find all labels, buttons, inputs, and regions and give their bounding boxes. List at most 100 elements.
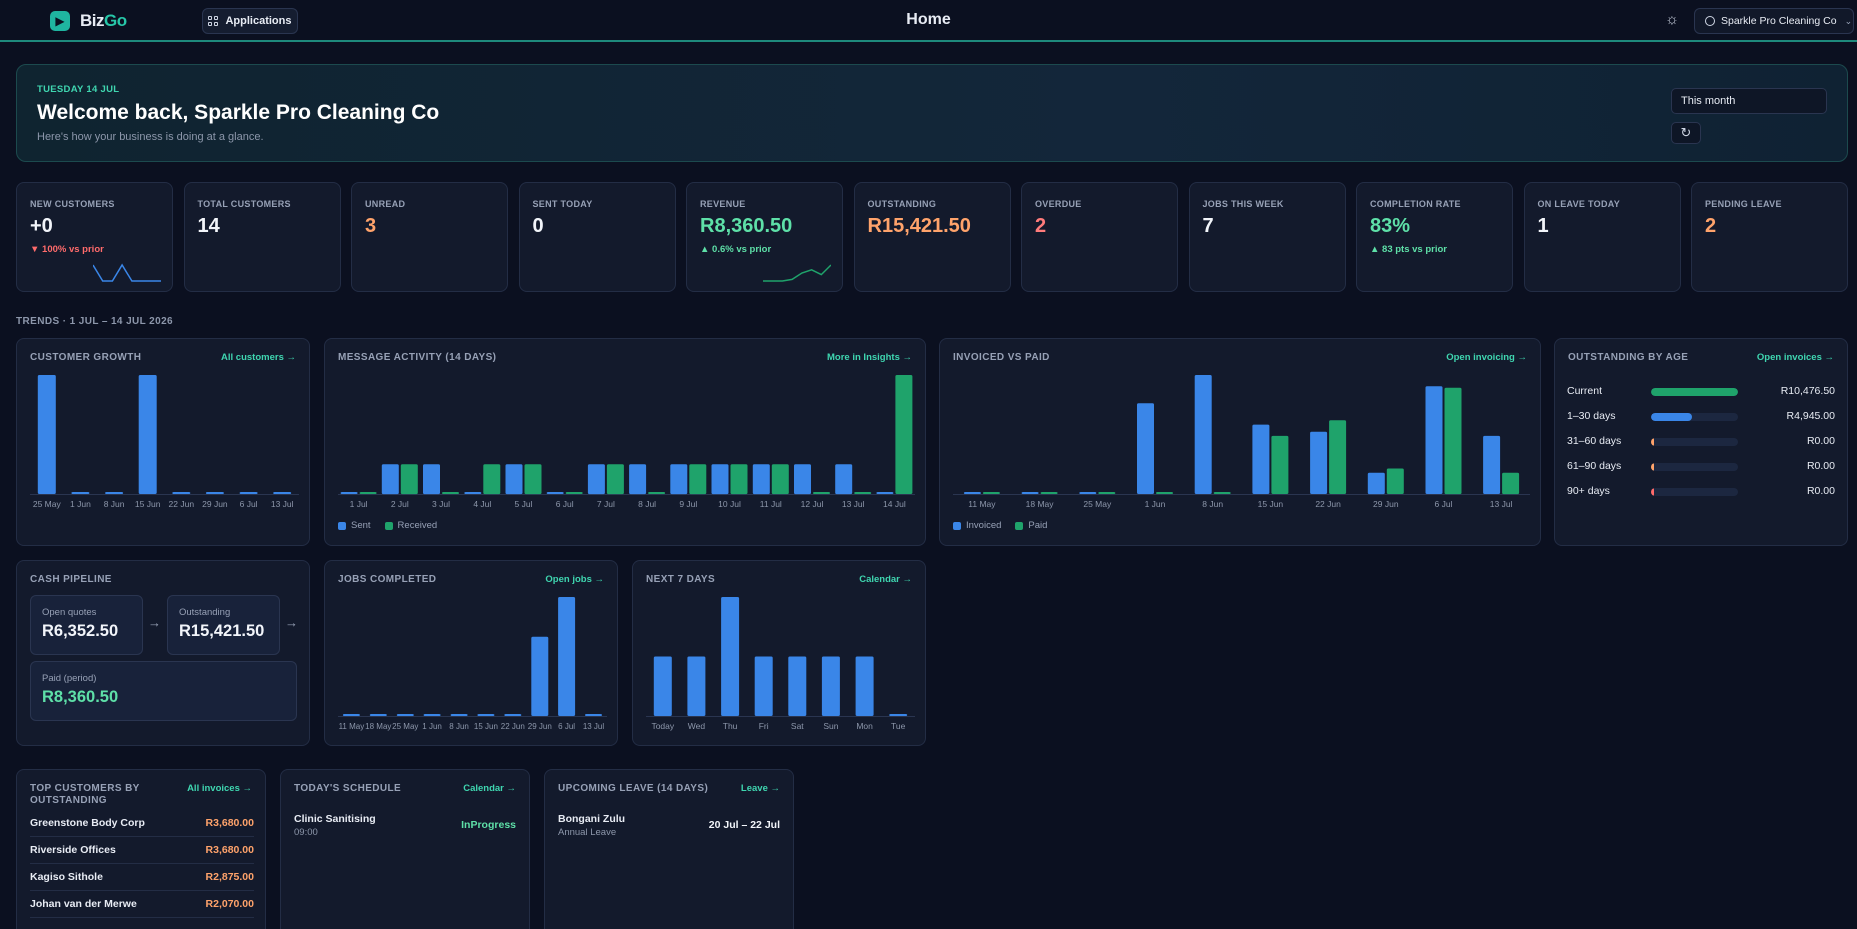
kpi-card[interactable]: UNREAD 3 — [351, 182, 508, 292]
kpi-card[interactable]: JOBS THIS WEEK 7 — [1188, 182, 1346, 292]
x-tick-label: 1 Jun — [1145, 499, 1166, 509]
age-progress-track — [1651, 438, 1738, 446]
bar-sent — [340, 492, 358, 494]
bar-value — [342, 714, 360, 716]
x-tick-label: 6 Jul — [558, 722, 575, 731]
kpi-card[interactable]: NEW CUSTOMERS +0 ▼ 100% vs prior — [16, 182, 173, 292]
kpi-card[interactable]: COMPLETION RATE 83% ▲ 83 pts vs prior — [1356, 182, 1513, 292]
bar-invoiced — [1194, 375, 1212, 494]
card-title: INVOICED VS PAID — [953, 352, 1050, 363]
bar-value — [239, 492, 258, 494]
customer-name: Johan van der Merwe — [30, 898, 137, 910]
kpi-card[interactable]: REVENUE R8,360.50 ▲ 0.6% vs prior — [686, 182, 843, 292]
bar-value — [172, 492, 191, 494]
kpi-card[interactable]: TOTAL CUSTOMERS 14 — [183, 182, 341, 292]
applications-button[interactable]: Applications — [202, 8, 298, 34]
list-item[interactable]: Kagiso Sithole R2,875.00 — [30, 864, 254, 891]
logo-play-icon: ▶ — [50, 11, 70, 31]
refresh-icon[interactable]: ↻ — [1671, 122, 1701, 144]
bar-value — [585, 714, 602, 716]
age-label: 31–60 days — [1567, 435, 1622, 447]
message-activity-card: MESSAGE ACTIVITY (14 DAYS) More in Insig… — [324, 338, 926, 546]
next-7-days-card: NEXT 7 DAYS Calendar → Today Wed Thu Fri Sat… — [632, 560, 926, 746]
bar-value — [821, 656, 840, 716]
bar-received — [400, 464, 418, 495]
kpi-card[interactable]: SENT TODAY 0 — [518, 182, 676, 292]
x-tick-label: 13 Jul — [583, 722, 605, 731]
age-value: R0.00 — [1806, 435, 1835, 447]
theme-toggle-sun-icon[interactable]: ☼ — [1665, 11, 1679, 28]
bar-value — [37, 375, 56, 494]
top-bar: ▶ BizGo Applications Home ☼ Sparkle Pro … — [0, 0, 1857, 42]
kpi-card[interactable]: OUTSTANDING R15,421.50 — [853, 182, 1011, 292]
customer-name: Riverside Offices — [30, 844, 116, 856]
bar-invoiced — [1310, 431, 1328, 494]
all-invoices-link[interactable]: All invoices → — [187, 783, 252, 794]
kpi-label: SENT TODAY — [532, 199, 593, 209]
kpi-card[interactable]: ON LEAVE TODAY 1 — [1523, 182, 1681, 292]
bar-paid — [982, 492, 1000, 494]
arrow-right-icon: → — [148, 615, 161, 630]
open-invoicing-link[interactable]: Open invoicing → — [1446, 352, 1527, 363]
bar-sent — [794, 464, 811, 495]
bar-value — [721, 597, 740, 716]
leave-link[interactable]: Leave → — [740, 783, 780, 794]
paid-period-box[interactable]: Paid (period) R8,360.50 — [30, 661, 297, 721]
x-tick-label: 15 Jun — [474, 722, 498, 731]
x-tick-label: 6 Jul — [1435, 499, 1453, 509]
x-tick-label: Wed — [688, 721, 706, 731]
list-item[interactable]: Johan van der Merwe R2,070.00 — [30, 891, 254, 918]
schedule-item-name[interactable]: Clinic Sanitising — [294, 813, 376, 825]
x-tick-label: 22 Jun — [501, 722, 525, 731]
open-quotes-box[interactable]: Open quotes R6,352.50 — [30, 595, 143, 655]
age-value: R4,945.00 — [1786, 410, 1835, 422]
x-tick-label: 18 May — [365, 722, 391, 731]
kpi-value: 0 — [532, 215, 544, 237]
kpi-label: PENDING LEAVE — [1705, 199, 1782, 209]
kpi-card[interactable]: OVERDUE 2 — [1021, 182, 1178, 292]
logo[interactable]: ▶ BizGo — [50, 11, 127, 31]
x-tick-label: 14 Jul — [883, 499, 906, 509]
period-select[interactable]: This month — [1671, 88, 1827, 114]
kpi-card[interactable]: PENDING LEAVE 2 — [1691, 182, 1848, 292]
kpi-label: OVERDUE — [1035, 199, 1082, 209]
bar-value — [504, 714, 522, 716]
x-tick-label: 4 Jul — [473, 499, 491, 509]
calendar-link[interactable]: Calendar → — [859, 574, 912, 585]
bar-invoiced — [1367, 472, 1385, 495]
bar-received — [854, 492, 872, 494]
outstanding-box[interactable]: Outstanding R15,421.50 — [167, 595, 280, 655]
bar-value — [105, 492, 124, 494]
kpi-label: NEW CUSTOMERS — [30, 199, 115, 209]
bar-value — [396, 714, 414, 716]
bar-invoiced — [1252, 424, 1270, 494]
calendar-link[interactable]: Calendar → — [463, 783, 516, 794]
customer-growth-card: CUSTOMER GROWTH All customers → 25 May 1 … — [16, 338, 310, 546]
bar-value — [369, 714, 387, 716]
age-row: Current R10,476.50 — [1567, 385, 1835, 399]
all-customers-link[interactable]: All customers → — [221, 352, 296, 363]
age-progress-fill — [1651, 463, 1654, 471]
x-tick-label: 25 May — [33, 499, 62, 509]
user-menu-button[interactable]: Sparkle Pro Cleaning Co ⌄ — [1694, 8, 1854, 34]
arrow-right-icon: → — [285, 615, 298, 630]
more-in-insights-link[interactable]: More in Insights → — [827, 352, 912, 363]
list-item[interactable]: Riverside Offices R3,680.00 — [30, 837, 254, 864]
age-row: 90+ days R0.00 — [1567, 485, 1835, 499]
chart-legend: Invoiced Paid — [953, 520, 1047, 531]
list-item[interactable]: Greenstone Body Corp R3,680.00 — [30, 810, 254, 837]
open-jobs-link[interactable]: Open jobs → — [545, 574, 604, 585]
x-tick-label: 13 Jul — [842, 499, 865, 509]
age-value: R10,476.50 — [1780, 385, 1835, 397]
leave-item-name[interactable]: Bongani Zulu — [558, 813, 626, 825]
bar-sent — [711, 464, 729, 495]
open-invoices-link[interactable]: Open invoices → — [1756, 352, 1834, 363]
paid-period-value: R8,360.50 — [42, 688, 119, 706]
bar-invoiced — [1425, 386, 1443, 494]
customer-name: Greenstone Body Corp — [30, 817, 145, 829]
bar-value — [450, 714, 468, 716]
leave-item-type: Annual Leave — [558, 827, 617, 838]
card-title: UPCOMING LEAVE (14 DAYS) — [558, 783, 709, 794]
open-quotes-value: R6,352.50 — [42, 622, 119, 640]
bar-sent — [546, 492, 564, 494]
